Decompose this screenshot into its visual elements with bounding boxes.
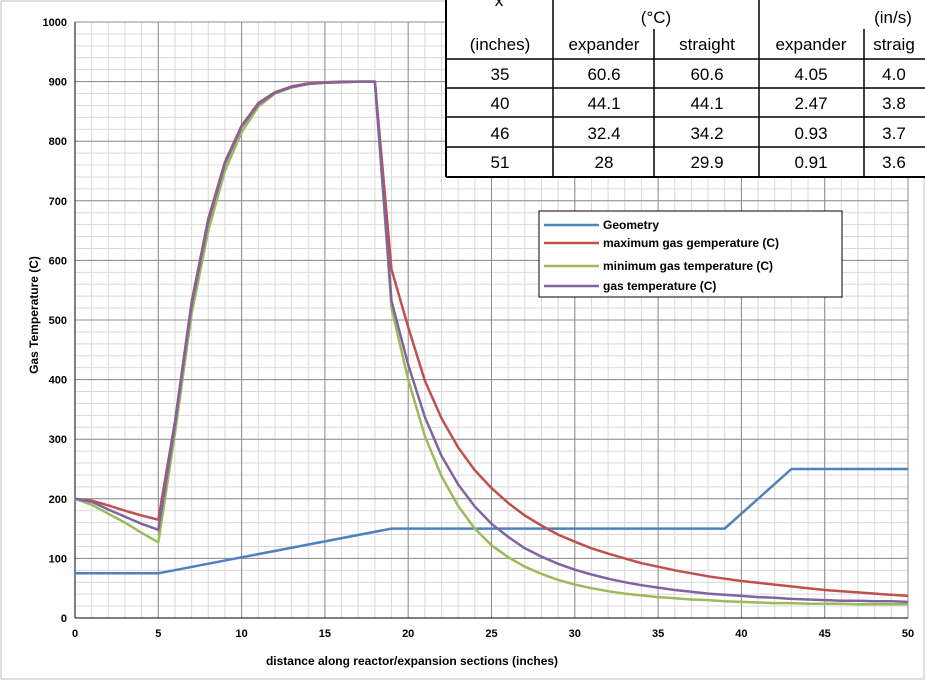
x-tick-label: 40 — [735, 628, 747, 640]
table-cell: 44.1 — [690, 94, 723, 113]
table-cell: 46 — [491, 124, 510, 143]
table-cell: 0.93 — [794, 124, 827, 143]
x-tick-labels: 0 5 10 15 20 25 30 35 40 45 50 — [72, 628, 914, 640]
x-tick-label: 25 — [485, 628, 497, 640]
x-tick-label: 50 — [902, 628, 914, 640]
x-axis-title: distance along reactor/expansion section… — [266, 654, 558, 668]
table-cell: 28 — [595, 153, 614, 172]
series-line-3 — [74, 80, 909, 604]
legend-label-max: maximum gas gemperature (C) — [603, 236, 779, 250]
y-tick-label: 600 — [49, 255, 67, 267]
table-subheader-inches: (inches) — [470, 35, 530, 54]
table-cell: 32.4 — [587, 124, 620, 143]
legend-label-min: minimum gas temperature (C) — [603, 259, 773, 273]
y-tick-labels: 0 100 200 300 400 500 600 700 800 900 1000 — [43, 17, 67, 625]
x-tick-label: 30 — [569, 628, 581, 640]
table-header-x: x — [495, 0, 504, 10]
table-subheader-straight-speed: straig — [873, 35, 915, 54]
y-tick-label: 0 — [61, 613, 67, 625]
x-tick-label: 0 — [72, 628, 78, 640]
table-header-temp-unit: (°C) — [641, 8, 671, 27]
data-table: x (°C) (in/s) (inches) expander straight… — [445, 0, 925, 178]
table-cell: 35 — [491, 65, 510, 84]
table-cell: 40 — [491, 94, 510, 113]
y-tick-label: 700 — [49, 196, 67, 208]
y-axis-title: Gas Temperature (C) — [27, 256, 41, 374]
table-cell: 51 — [491, 153, 510, 172]
table-cell: 29.9 — [690, 153, 723, 172]
table-cell: 3.7 — [882, 124, 906, 143]
y-tick-label: 500 — [49, 315, 67, 327]
table-cell: 0.91 — [794, 153, 827, 172]
table-body: 35 60.6 60.6 4.05 4.0 40 44.1 44.1 2.47 3.8 46 32.4… — [491, 65, 906, 172]
table-cell: 4.0 — [882, 65, 906, 84]
x-tick-label: 20 — [402, 628, 414, 640]
legend-label-geometry: Geometry — [603, 218, 659, 232]
table-subheader-expander-temp: expander — [569, 35, 640, 54]
table-cell: 34.2 — [690, 124, 723, 143]
y-tick-label: 1000 — [43, 17, 67, 29]
x-tick-label: 45 — [819, 628, 831, 640]
y-tick-label: 400 — [49, 375, 67, 387]
series-line-2 — [74, 80, 908, 606]
table-subheader-expander-speed: expander — [776, 35, 847, 54]
x-tick-label: 35 — [652, 628, 664, 640]
table-cell: 4.05 — [794, 65, 827, 84]
axes — [74, 22, 908, 619]
y-tick-label: 900 — [49, 77, 67, 89]
table-cell: 2.47 — [794, 94, 827, 113]
y-tick-label: 300 — [49, 434, 67, 446]
table-cell: 60.6 — [690, 65, 723, 84]
legend: Geometry maximum gas gemperature (C) min… — [538, 210, 843, 298]
table-cell: 3.8 — [882, 94, 906, 113]
table-subheader-straight-temp: straight — [679, 35, 735, 54]
table-cell: 3.6 — [882, 153, 906, 172]
series-lines — [74, 80, 909, 606]
series-line-0 — [75, 467, 908, 575]
x-tick-label: 10 — [235, 628, 247, 640]
y-tick-label: 100 — [49, 553, 67, 565]
y-tick-label: 800 — [49, 136, 67, 148]
table-cell: 60.6 — [587, 65, 620, 84]
legend-label-gas: gas temperature (C) — [603, 279, 716, 293]
x-tick-label: 15 — [319, 628, 331, 640]
y-tick-label: 200 — [49, 494, 67, 506]
table-cell: 44.1 — [587, 94, 620, 113]
x-tick-label: 5 — [155, 628, 161, 640]
table-header-speed-unit: (in/s) — [874, 8, 912, 27]
